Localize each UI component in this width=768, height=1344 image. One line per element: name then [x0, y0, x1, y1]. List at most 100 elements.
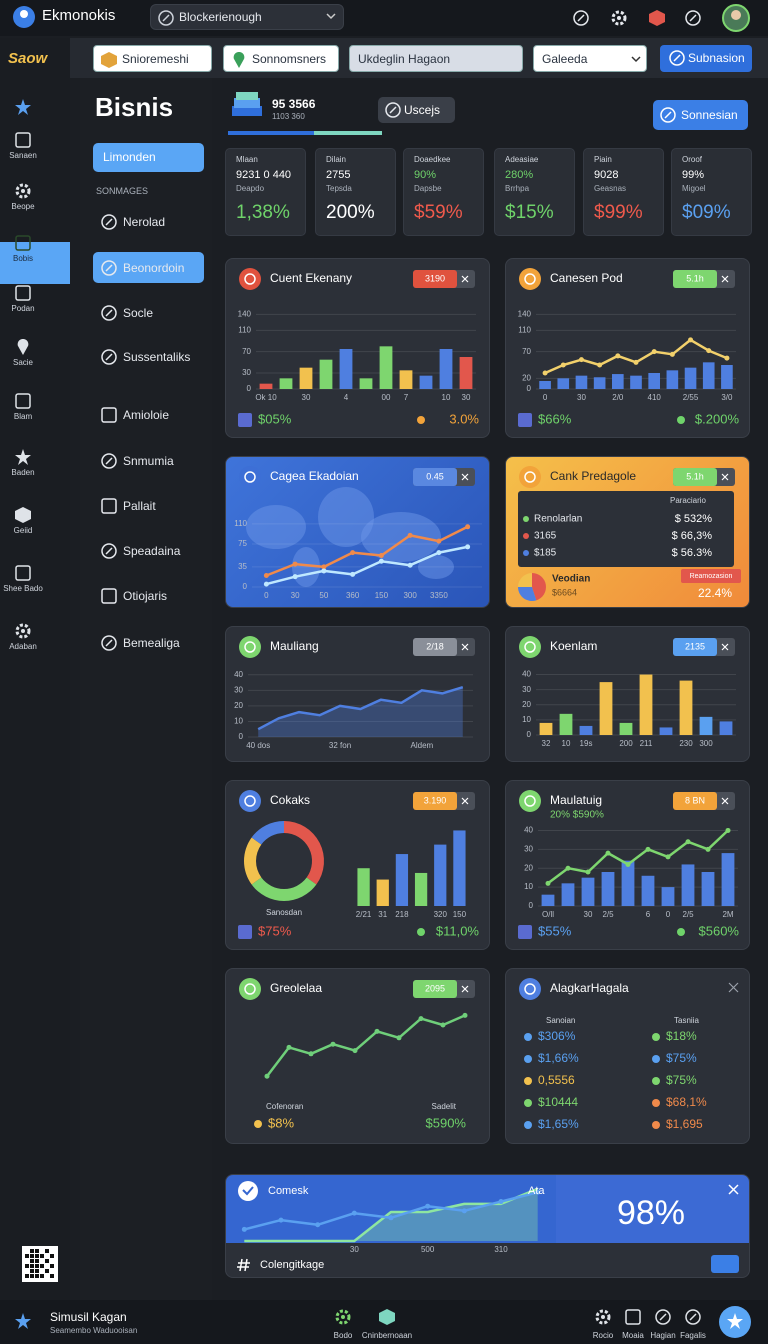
legend-item: $18%	[666, 1029, 697, 1043]
nav-item: Bemealiga	[123, 636, 180, 650]
nav-title: Bisnis	[95, 92, 174, 122]
wide-button	[711, 1255, 739, 1273]
bar	[621, 860, 635, 906]
nav-active[interactable]	[93, 252, 204, 283]
line	[266, 1014, 466, 1077]
search-text: Blockerienough	[179, 10, 262, 24]
badge-text: 8 BN	[685, 795, 705, 805]
bar	[593, 377, 606, 389]
widget-title: Cokaks	[270, 793, 310, 807]
qr-cell	[35, 1264, 39, 1268]
icon-shape	[101, 498, 117, 514]
icon-shape	[577, 14, 585, 22]
icon-shape	[673, 54, 681, 62]
footer-dot	[417, 416, 425, 424]
kpi-line1: 280%	[505, 169, 534, 181]
sidebar-active[interactable]	[0, 242, 70, 284]
x-tick-label: 360	[346, 591, 360, 600]
icon	[625, 1309, 641, 1325]
map-land	[418, 555, 454, 579]
point	[264, 1073, 270, 1079]
icon	[101, 52, 117, 68]
icon	[15, 132, 31, 148]
point	[633, 359, 639, 365]
toolbar-field[interactable]: Snioremeshi	[93, 45, 212, 72]
badge-close	[461, 473, 469, 481]
search-select[interactable]: Blockerienough	[150, 4, 344, 30]
tag	[681, 569, 741, 583]
x-tick-label: 310	[494, 1245, 508, 1254]
toolbar-field[interactable]: Ukdeglin Hagaon	[349, 45, 523, 72]
header-icon-shape	[236, 92, 258, 100]
bar	[541, 894, 555, 906]
qr-cell	[35, 1269, 39, 1273]
widget-icon	[239, 790, 261, 812]
point	[705, 846, 711, 852]
bar	[575, 375, 588, 389]
qr-cell	[30, 1259, 34, 1263]
bottom-right-label: Moaia	[622, 1331, 644, 1340]
kpi-card: Adeasiae 280% Brrhpa $15%	[494, 148, 575, 236]
avatar-shape	[731, 10, 741, 20]
qr-cell	[30, 1274, 34, 1278]
toolbar-field[interactable]: Galeeda	[533, 45, 647, 72]
point	[263, 573, 269, 579]
widget-icon	[519, 636, 541, 658]
wide-right	[556, 1175, 749, 1243]
icon-shape	[15, 449, 31, 465]
bar	[299, 367, 313, 389]
point	[350, 550, 356, 556]
bar	[641, 875, 655, 906]
bar	[659, 727, 673, 735]
header-button-text: Sonnesian	[681, 108, 738, 122]
icon-shape	[669, 50, 685, 66]
legend-dot	[524, 1121, 532, 1129]
x-tick-label: 00	[382, 393, 391, 402]
y-tick-label: 0	[247, 384, 252, 393]
footer-dot	[677, 928, 685, 936]
y-tick-label: 0	[529, 901, 534, 910]
badge-close	[461, 985, 469, 993]
toolbar-button[interactable]: Subnasion	[660, 45, 752, 72]
sidebar-logo: Saow	[8, 50, 48, 67]
toolbar-field[interactable]: Sonnomsners	[223, 45, 339, 72]
x-tick-label: 2/5	[602, 910, 614, 919]
y-tick-label: 70	[242, 347, 251, 356]
header-button[interactable]: Sonnesian	[653, 100, 748, 130]
x-tick-label: 19s	[580, 739, 593, 748]
point	[263, 581, 269, 587]
nav-item: Socle	[123, 306, 154, 320]
x-tick-label: 150	[375, 591, 389, 600]
bar	[539, 381, 551, 389]
nav-item: Snmumia	[123, 454, 174, 468]
bar	[453, 830, 466, 906]
nav-item: Otiojaris	[123, 589, 168, 603]
icon-shape	[21, 629, 25, 633]
y-tick-label: 110	[234, 519, 247, 528]
widget-canvas: 30 500 310 Comesk Ata 98% Colengitkage	[226, 1175, 749, 1273]
icon-shape	[15, 132, 31, 148]
bottom-title: Simusil Kagan	[50, 1310, 127, 1324]
qr-cell	[35, 1254, 39, 1258]
toolbar: Snioremeshi Sonnomsners Ukdeglin Hagaon Gal…	[70, 38, 768, 78]
point	[465, 524, 471, 530]
toolbar-button-text: Subnasion	[688, 51, 745, 65]
icon	[15, 99, 31, 115]
header-search[interactable]: Uscejs	[378, 97, 455, 123]
legend-heading: Sanoian	[546, 1016, 575, 1025]
y-tick-label: 20	[524, 863, 533, 872]
nav-button[interactable]: Limonden	[93, 143, 204, 172]
pie-slice	[243, 837, 262, 885]
footer-icon	[518, 413, 532, 427]
point	[352, 1048, 358, 1054]
nav-panel: Bisnis Limonden SONMAGES Nerolad Beonordoin S…	[80, 78, 212, 1300]
y-tick-label: 110	[238, 325, 251, 334]
bar	[630, 375, 642, 389]
icon-shape	[625, 1309, 641, 1325]
caret	[631, 56, 641, 63]
icon	[660, 107, 676, 123]
widget-icon	[244, 795, 256, 807]
widget: Cagea Ekadoian 0.45 0 35 75 110 0 30 50 360 150 300…	[225, 456, 490, 608]
icon	[669, 50, 685, 66]
point	[542, 370, 548, 376]
